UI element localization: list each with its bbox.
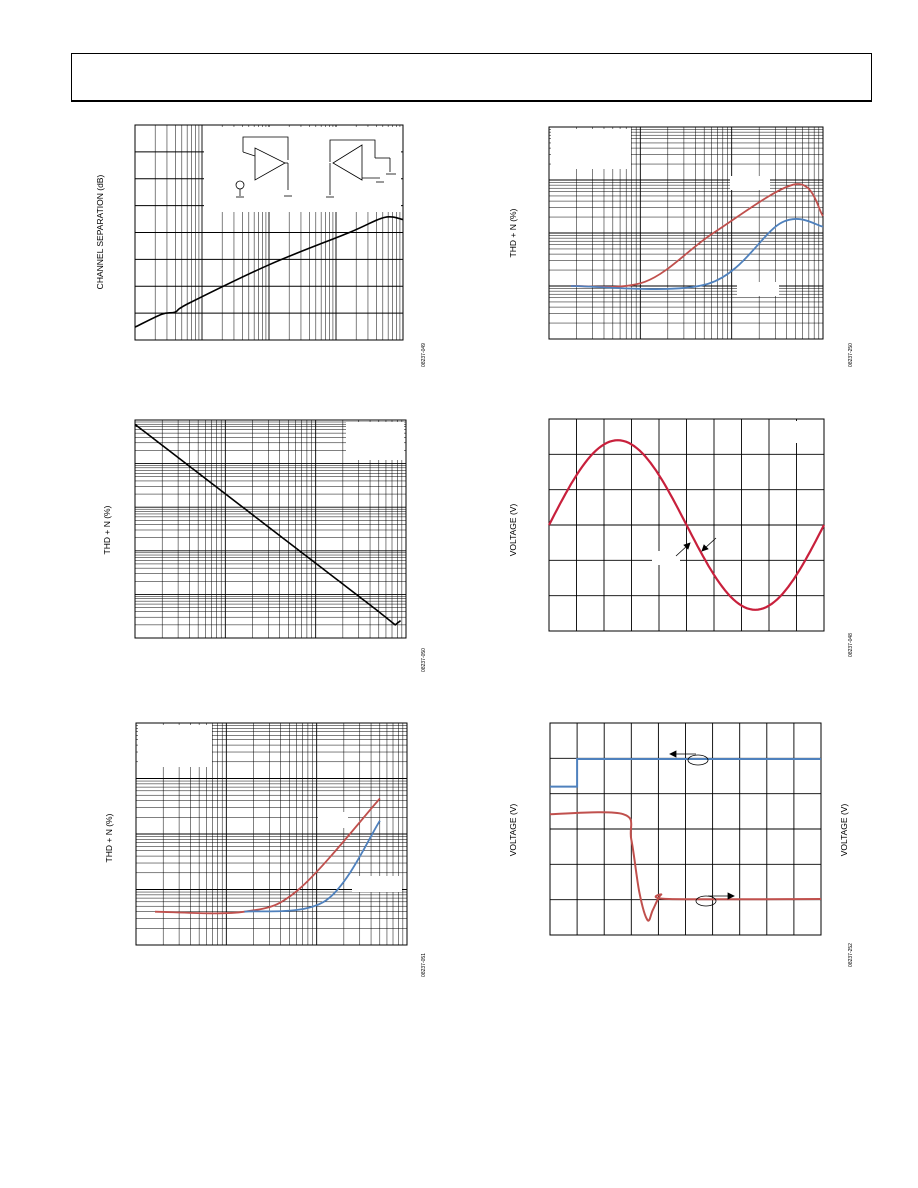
chart-2-legend-area (346, 422, 404, 460)
chart-6-series-blue (550, 758, 821, 788)
chart-4-legend-area (551, 129, 631, 169)
chart-1-ylabel: CHANNEL SEPARATION (dB) (95, 175, 105, 290)
chart-4-thdn: THD + N (%) 08237-250 (508, 126, 854, 367)
chart-5-ylabel: VOLTAGE (V) (508, 504, 518, 557)
chart-3-label-box-1 (318, 812, 348, 828)
chart-3-series-red (154, 797, 381, 915)
chart-5-annotation-arrows (675, 537, 717, 557)
chart-5-series-sine (548, 439, 825, 611)
chart-1-channel-separation: CHANNEL SEPARATION (dB) 08237-049 (95, 124, 427, 367)
chart-1-figure-tag: 08237-049 (421, 343, 427, 367)
chart-2-series-line (134, 423, 402, 626)
chart-1-series-line (134, 216, 404, 328)
chart-3-ylabel: THD + N (%) (104, 813, 114, 862)
chart-5-label-box (652, 551, 680, 565)
chart-4-grid (548, 126, 824, 340)
chart-6-ylabel: VOLTAGE (V) (508, 804, 518, 857)
chart-3-thdn: THD + N (%) 08237-051 (104, 722, 427, 977)
chart-4-series-red (570, 183, 824, 288)
chart-4-ylabel: THD + N (%) (508, 208, 518, 257)
chart-3-figure-tag: 08237-051 (421, 953, 427, 977)
chart-5-figure-tag: 08237-048 (848, 633, 854, 657)
chart-6-ylabel-right: VOLTAGE (V) (839, 804, 849, 857)
chart-4-series-blue (570, 218, 824, 290)
chart-6-annotations (669, 750, 735, 907)
chart-1-schematic (235, 136, 396, 198)
chart-4-figure-tag: 08237-250 (848, 343, 854, 367)
chart-6-grid (550, 723, 821, 935)
chart-1-schematic-area (204, 127, 401, 212)
chart-4-label-box-2 (737, 282, 779, 296)
chart-6-voltage-step: VOLTAGE (V) VOLTAGE (V) 08237-252 (508, 722, 854, 967)
chart-2-thdn: THD + N (%) 08237-050 (102, 419, 427, 672)
page-header (71, 53, 872, 102)
chart-6-series-red (549, 811, 822, 922)
chart-6-figure-tag: 08237-252 (848, 943, 854, 967)
chart-2-ylabel: THD + N (%) (102, 505, 112, 554)
chart-5-legend-area (796, 421, 822, 443)
chart-3-legend-area (138, 725, 212, 767)
chart-2-figure-tag: 08237-050 (421, 648, 427, 672)
chart-3-series-blue (244, 820, 381, 913)
chart-3-label-box-2 (352, 876, 402, 892)
chart-5-voltage-sine: VOLTAGE (V) 08237-048 (508, 418, 854, 657)
chart-4-label-box-1 (730, 176, 770, 190)
